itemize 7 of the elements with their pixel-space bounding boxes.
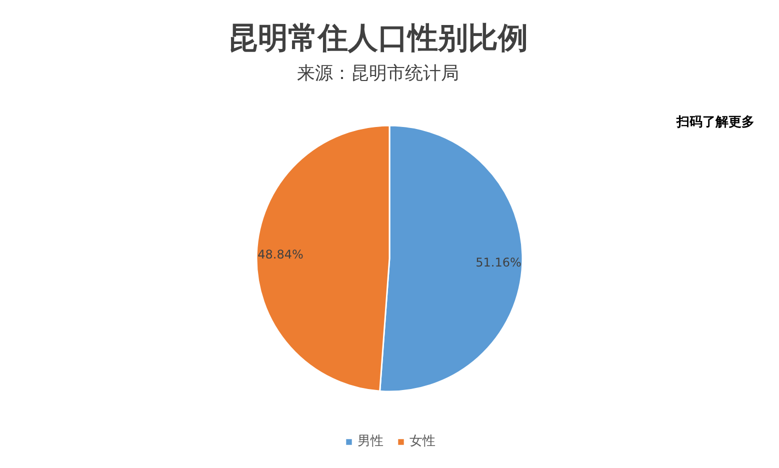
legend-label: 男性 <box>358 433 384 450</box>
data-label: 51.16% <box>476 255 522 270</box>
text: 扫码了解更多 <box>676 115 754 130</box>
chart-title: 昆明常住人口性别比例 <box>228 21 528 56</box>
chart-subtitle: 来源：昆明市统计局 <box>297 63 459 84</box>
legend-label: 女性 <box>410 433 436 450</box>
data-label: 48.84% <box>258 248 304 262</box>
